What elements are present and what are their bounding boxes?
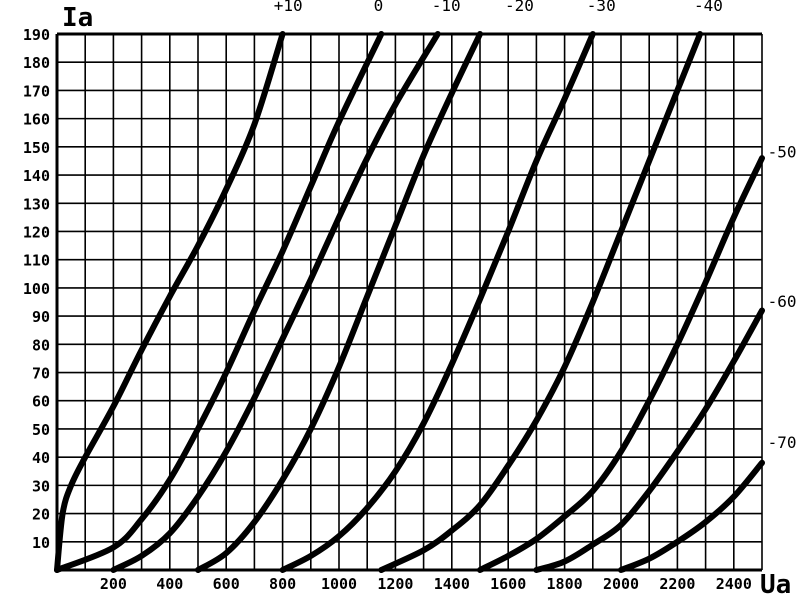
curve-label: -70 [768, 433, 797, 452]
y-tick-label: 70 [32, 365, 50, 383]
curve-label: -30 [587, 0, 616, 15]
y-tick-label: 20 [32, 506, 50, 524]
y-tick-label: 90 [32, 308, 50, 326]
curve-label: -40 [694, 0, 723, 15]
grid [55, 32, 763, 572]
x-axis-title: Ua [760, 570, 791, 598]
x-tick-labels: 200 400 600 800 1000 1200 1400 1600 1800 2000 2200… [100, 575, 752, 593]
x-tick-label: 2400 [716, 575, 752, 593]
y-tick-label: 110 [23, 252, 50, 270]
curve-grid-0 [54, 31, 385, 573]
curve-grid-minus40 [378, 31, 703, 573]
curve-grid-minus30 [279, 31, 596, 573]
curve-label: 0 [374, 0, 384, 15]
curve-labels: +10 0 -10 -20 -30 -40 -50 -60 -70 [274, 0, 797, 452]
curves [54, 31, 765, 573]
curve-label: -20 [505, 0, 534, 15]
x-tick-label: 1200 [377, 575, 413, 593]
curve-grid-minus20 [195, 31, 483, 573]
y-tick-label: 150 [23, 139, 50, 157]
y-tick-label: 120 [23, 223, 50, 241]
curve-label: +10 [274, 0, 303, 15]
x-tick-label: 1600 [490, 575, 526, 593]
y-tick-label: 180 [23, 54, 50, 72]
y-tick-label: 100 [23, 280, 50, 298]
y-tick-label: 190 [23, 26, 50, 44]
curve-grid-minus10 [110, 31, 441, 573]
x-tick-label: 2200 [659, 575, 695, 593]
y-tick-label: 130 [23, 195, 50, 213]
x-tick-label: 2000 [603, 575, 639, 593]
y-tick-label: 80 [32, 336, 50, 354]
x-tick-label: 400 [156, 575, 183, 593]
curve-grid-minus60 [533, 307, 765, 573]
y-tick-label: 60 [32, 393, 50, 411]
x-tick-label: 600 [213, 575, 240, 593]
curve-grid-minus70 [618, 459, 765, 573]
y-tick-label: 10 [32, 534, 50, 552]
curve-grid-plus10 [54, 31, 286, 573]
y-axis-title: Ia [62, 3, 93, 33]
x-tick-label: 800 [269, 575, 296, 593]
x-tick-label: 1400 [434, 575, 470, 593]
curve-label: -60 [768, 292, 797, 311]
x-tick-label: 1000 [321, 575, 357, 593]
y-tick-label: 140 [23, 167, 50, 185]
curve-label: -50 [768, 142, 797, 161]
y-tick-label: 50 [32, 421, 50, 439]
x-tick-label: 200 [100, 575, 127, 593]
curve-label: -10 [432, 0, 461, 15]
y-tick-label: 40 [32, 449, 50, 467]
curve-grid-minus50 [477, 155, 765, 573]
y-tick-label: 170 [23, 82, 50, 100]
y-tick-label: 160 [23, 111, 50, 129]
x-tick-label: 1800 [547, 575, 583, 593]
y-tick-label: 30 [32, 477, 50, 495]
y-tick-labels: 10 20 30 40 50 60 70 80 90 100 110 120 130 140 150 160 1… [23, 26, 50, 552]
